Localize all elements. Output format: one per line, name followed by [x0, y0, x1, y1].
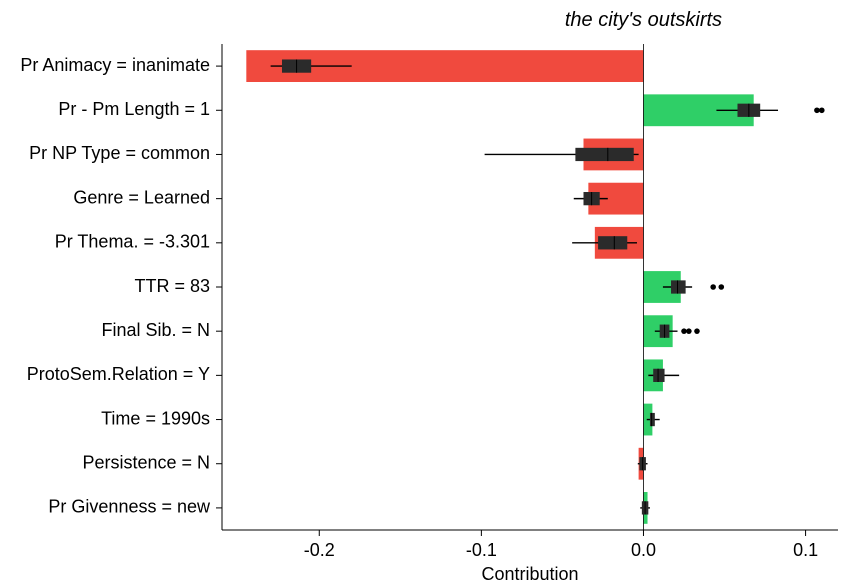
chart-title: the city's outskirts: [565, 9, 722, 31]
outlier-point: [819, 107, 825, 113]
x-axis-label: Contribution: [481, 564, 578, 584]
y-label: Pr Thema. = -3.301: [55, 232, 210, 252]
outlier-point: [814, 107, 820, 113]
y-label: Genre = Learned: [73, 187, 210, 207]
outlier-point: [694, 328, 700, 334]
x-tick-label: 0.1: [793, 540, 818, 560]
box: [650, 413, 655, 426]
box: [671, 280, 686, 293]
y-label: Pr Givenness = new: [48, 497, 211, 517]
y-label: Pr Animacy = inanimate: [20, 55, 210, 75]
outlier-point: [710, 284, 716, 290]
x-tick-label: -0.2: [304, 540, 335, 560]
y-label: Time = 1990s: [101, 408, 210, 428]
chart-container: -0.2 -0.1 0.0 0.1 Pr Animacy = inanimate Pr -…: [0, 0, 850, 588]
y-label: Final Sib. = N: [101, 320, 210, 340]
x-tick-label: -0.1: [466, 540, 497, 560]
box: [598, 236, 627, 249]
y-label: ProtoSem.Relation = Y: [27, 364, 210, 384]
outlier-point: [681, 328, 687, 334]
chart-svg: -0.2 -0.1 0.0 0.1 Pr Animacy = inanimate Pr -…: [0, 0, 850, 588]
x-tick-label: 0.0: [631, 540, 656, 560]
outlier-point: [686, 328, 692, 334]
y-label: Pr NP Type = common: [29, 143, 210, 163]
y-label: TTR = 83: [134, 276, 210, 296]
y-label: Persistence = N: [82, 452, 210, 472]
box: [653, 369, 664, 382]
box: [575, 148, 633, 161]
y-label: Pr - Pm Length = 1: [58, 99, 210, 119]
outlier-point: [718, 284, 724, 290]
